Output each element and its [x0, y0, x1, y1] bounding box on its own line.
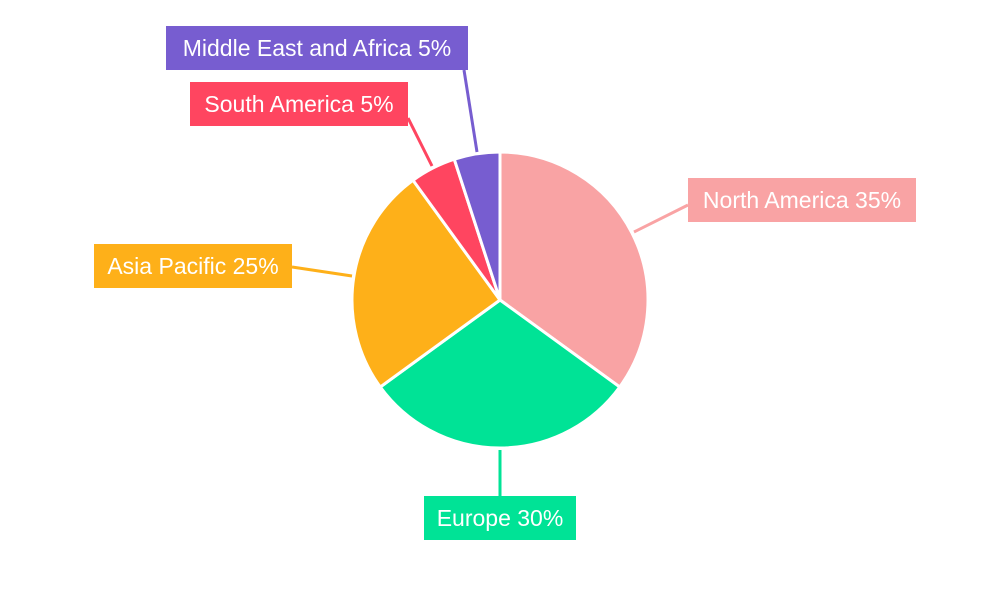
pie-slice-north-america[interactable]: [498, 150, 650, 390]
label-box-middle-east-and-africa: [166, 26, 468, 70]
pie-slice-asia-pacific[interactable]: [350, 178, 503, 390]
label-box-europe: [424, 496, 576, 540]
data-label-europe: Europe 30%: [437, 505, 564, 531]
leader-line-south-america: [406, 117, 434, 167]
pie-slice-middle-east-and-africa[interactable]: [452, 150, 502, 301]
leader-line-asia-pacific: [291, 265, 353, 278]
label-box-asia-pacific: [94, 244, 292, 288]
data-label-middle-east-and-africa: Middle East and Africa 5%: [183, 35, 451, 61]
label-box-north-america: [688, 178, 916, 222]
label-box-south-america: [190, 82, 408, 126]
data-label-asia-pacific: Asia Pacific 25%: [107, 253, 278, 279]
pie-slice-europe[interactable]: [378, 298, 622, 450]
leader-line-middle-east-and-africa: [462, 69, 479, 153]
data-label-south-america: South America 5%: [204, 91, 393, 117]
leader-line-north-america: [633, 203, 689, 234]
data-label-north-america: North America 35%: [703, 187, 901, 213]
